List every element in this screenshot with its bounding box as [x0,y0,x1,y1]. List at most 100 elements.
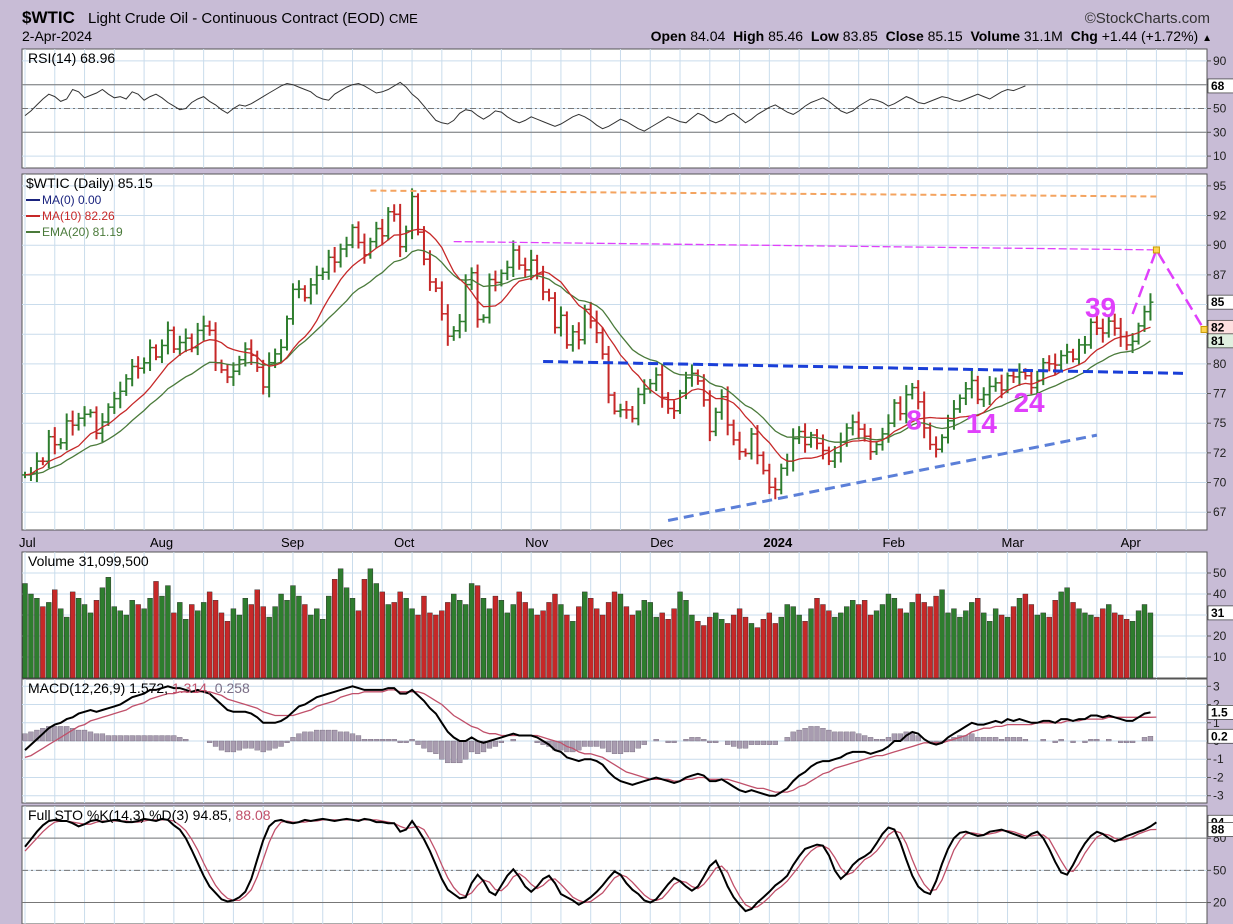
instrument-name: Light Crude Oil - Continuous Contract (E… [88,10,418,27]
volume-bar [99,587,106,679]
volume-bar [439,610,445,679]
sto-d-last-tag: 88 [1207,822,1233,837]
price-bar [403,225,410,253]
volume-bar [558,604,564,679]
volume-bar [1094,616,1100,679]
histogram-bar [308,731,314,742]
price-bar [474,264,481,328]
legend-entry: MA(0) 0.00 [42,193,102,207]
high-value: 85.46 [768,28,804,44]
macd-title: MACD(12,26,9) 1.572, 1.314, 0.258 [28,680,250,696]
price-bar [992,377,999,392]
price-bar [123,374,130,396]
volume-bar [278,593,284,679]
histogram-bar [867,737,874,742]
volume-bar [969,602,975,679]
ma10-line [24,228,1151,476]
price-bar [438,281,445,321]
price-bar [313,265,320,295]
price-bar [81,406,88,427]
price-bar [730,419,737,446]
volume-bar [451,593,457,679]
brand-link[interactable]: ©StockCharts.com [1084,10,1210,27]
price-bar [1111,313,1118,336]
price-bar [933,436,940,458]
volume-bar [64,616,70,679]
x-tick-label: Nov [525,535,549,550]
volume-bar [689,614,695,679]
price-bar [629,405,636,423]
volume-bar [87,612,94,679]
price-bar [623,400,630,419]
volume-bar [206,591,213,679]
price-bar [63,413,70,451]
volume-bar [736,608,743,679]
histogram-bar [802,728,808,742]
histogram-bar [135,735,141,742]
price-bar [921,391,928,439]
volume-bar [421,595,427,679]
histogram-bar [367,739,374,742]
histogram-bar [832,731,838,742]
price-bar [1129,333,1136,354]
price-bar [688,364,695,387]
price-bar [766,463,773,495]
price-bar [385,207,392,241]
price-bar [468,267,475,290]
histogram-bar [224,740,231,753]
volume-bar [784,604,790,679]
price-bar [950,400,957,430]
volume-bar [69,591,76,679]
histogram-bar [838,731,844,742]
volume-bar [707,616,713,679]
histogram-bar [1070,740,1076,743]
y-tick-label: -2 [1213,770,1224,784]
price-bar [897,396,904,421]
volume-bar [1088,614,1094,679]
volume-bar [778,616,784,679]
price-bar [141,357,148,374]
count-annotation: 14 [966,408,998,439]
chg-label: Chg [1070,28,1098,44]
price-bar [956,394,963,413]
price-bar [1093,315,1100,336]
histogram-bar [1010,737,1017,742]
open-value: 84.04 [690,28,726,44]
price-bar [677,389,684,414]
volume-bar [266,616,272,679]
price-bar [284,315,291,351]
histogram-bar [665,740,671,743]
histogram-bar [332,729,338,742]
price-bar [301,285,308,302]
price-bar [986,376,993,406]
histogram-bar [1058,739,1064,742]
x-tick-label: Dec [650,535,674,550]
last-value-box [1207,728,1233,744]
volume-bar [992,608,999,679]
volume-bar [796,614,802,679]
sto-title: Full STO %K(14,3) %D(3) 94.85, 88.08 [28,807,271,823]
volume-bar [159,595,165,679]
histogram-bar [52,726,58,742]
histogram-bar [701,739,707,742]
volume-bar [873,610,880,679]
histogram-bar [34,729,40,742]
price-bar [694,369,701,385]
price-bar [420,226,427,266]
volume-bar [588,598,594,679]
volume-bar [409,608,415,679]
volume-bar [343,587,350,679]
volume-bar [552,593,558,679]
y-tick-label: 50 [1213,566,1227,580]
volume-bar [1058,591,1064,679]
volume-bar [1004,616,1011,679]
price-bar [486,273,493,324]
histogram-bar [534,740,540,743]
y-tick-label: 92 [1213,209,1227,223]
x-tick-label: Sep [281,535,304,550]
volume-bar [183,619,189,679]
last-value-text: 81 [1211,334,1225,348]
volume-bar [427,612,433,679]
volume-bar [165,585,171,679]
